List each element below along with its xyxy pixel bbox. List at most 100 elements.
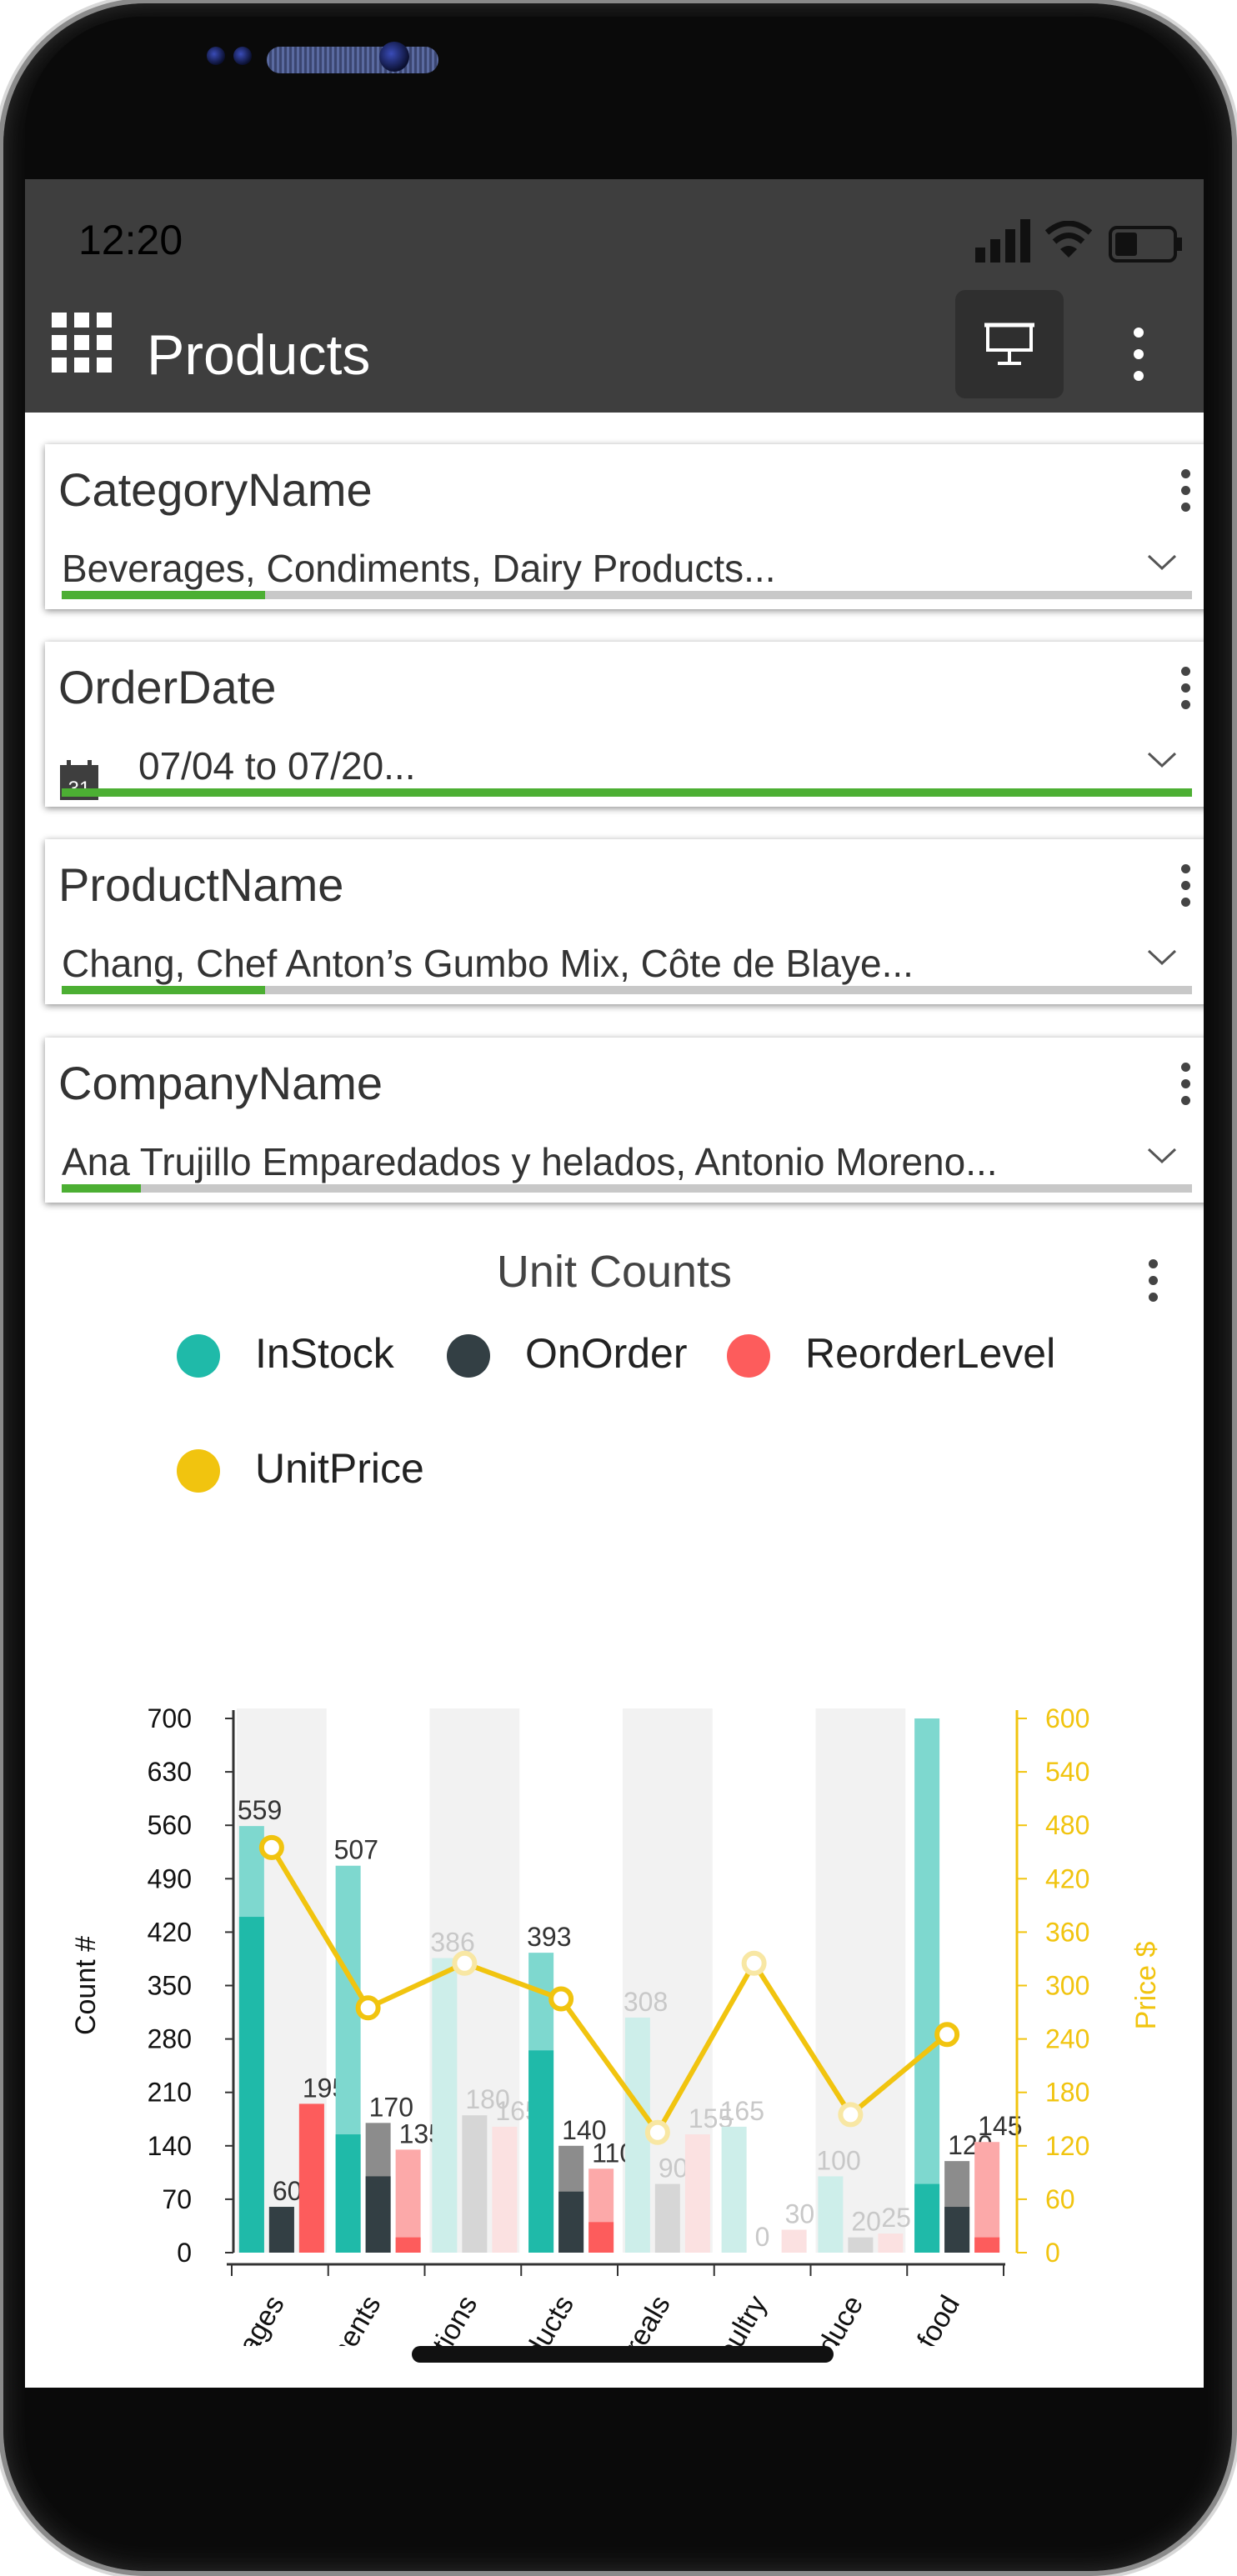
filter-value: Chang, Chef Anton’s Gumbo Mix, Côte de B… <box>62 942 914 985</box>
filter-menu-icon[interactable] <box>1181 469 1190 519</box>
category-band <box>815 1708 906 2253</box>
x-tick-label: Confections <box>382 2290 484 2346</box>
page-title: Products <box>147 323 371 387</box>
legend-label: InStock <box>255 1330 394 1377</box>
filter-value: Beverages, Condiments, Dairy Products... <box>62 547 776 590</box>
more-options-icon[interactable] <box>1134 328 1144 393</box>
x-tick-label: Produce <box>789 2290 869 2346</box>
filter-menu-icon[interactable] <box>1181 667 1190 717</box>
unitprice-point <box>355 1995 381 2021</box>
app-launcher-grid-icon[interactable] <box>52 313 112 373</box>
filter-selection-fill <box>62 788 1192 797</box>
bar-selected <box>395 2237 421 2253</box>
bar-selected <box>974 2237 1000 2253</box>
bar-selected <box>365 2176 391 2253</box>
chevron-down-icon[interactable] <box>1147 1148 1177 1164</box>
legend-swatch <box>727 1334 770 1378</box>
bar-unselected <box>818 2176 844 2253</box>
legend-label: UnitPrice <box>255 1445 424 1492</box>
x-tick-label: Beverages <box>196 2290 291 2346</box>
data-label: 90 <box>659 2153 689 2183</box>
y-tick-label: 700 <box>148 1703 192 1733</box>
unitprice-point <box>452 1950 478 1976</box>
data-label: 20 <box>851 2207 881 2237</box>
front-camera <box>379 42 409 72</box>
y2-tick-label: 540 <box>1045 1757 1089 1787</box>
filter-selection-bar <box>62 1184 1192 1193</box>
data-label: 25 <box>881 2203 911 2233</box>
y-tick-label: 140 <box>148 2131 192 2161</box>
filter-menu-icon[interactable] <box>1181 864 1190 914</box>
y-tick-label: 210 <box>148 2078 192 2108</box>
data-label: 180 <box>465 2084 509 2114</box>
unit-counts-chart[interactable]: 5596019550717013538618016539314011030890… <box>25 1513 1204 2346</box>
unitprice-line <box>269 1846 949 2135</box>
filter-value: Ana Trujillo Emparedados y helados, Anto… <box>62 1140 998 1183</box>
home-indicator[interactable] <box>412 2346 834 2363</box>
legend-swatch <box>177 1334 220 1378</box>
bar-selected <box>528 2050 554 2253</box>
data-label: 170 <box>369 2092 413 2122</box>
y-tick-label: 70 <box>162 2184 192 2214</box>
bar-total <box>914 1718 940 2253</box>
wifi-icon <box>1045 221 1092 258</box>
filter-card-orderdate[interactable]: OrderDate 31 07/04 to 07/20... <box>45 642 1204 807</box>
bar-unselected <box>492 2126 518 2253</box>
bar-unselected <box>721 2126 747 2253</box>
chevron-down-icon[interactable] <box>1147 752 1177 768</box>
app-screen: 12:20 Products <box>25 179 1204 2388</box>
sensor-dot <box>207 47 225 65</box>
chevron-down-icon[interactable] <box>1147 554 1177 571</box>
y-tick-label: 630 <box>148 1757 192 1787</box>
bar-selected <box>944 2207 970 2253</box>
filter-card-product[interactable]: ProductName Chang, Chef Anton’s Gumbo Mi… <box>45 839 1204 1004</box>
y2-axis-title: Price $ <box>1130 1942 1162 2030</box>
bar-selected <box>268 2207 294 2253</box>
filter-selection-bar <box>62 591 1192 599</box>
bar-total <box>395 2149 421 2253</box>
filter-selection-bar <box>62 986 1192 994</box>
status-bar: 12:20 <box>25 179 1204 271</box>
chart-menu-icon[interactable] <box>1149 1259 1158 1309</box>
filter-card-category[interactable]: CategoryName Beverages, Condiments, Dair… <box>45 444 1204 609</box>
data-label: 393 <box>527 1922 571 1952</box>
y2-tick-label: 360 <box>1045 1917 1089 1947</box>
data-label: 30 <box>785 2199 815 2229</box>
y-tick-label: 280 <box>148 2024 192 2054</box>
earpiece-speaker <box>267 47 438 73</box>
legend-label: OnOrder <box>525 1330 688 1377</box>
phone-bottom-bezel <box>25 2388 1204 2546</box>
unitprice-point <box>644 2119 670 2145</box>
bar-selected <box>558 2191 584 2253</box>
x-tick-label: Condiments <box>284 2290 388 2346</box>
y2-tick-label: 0 <box>1045 2238 1060 2268</box>
status-time: 12:20 <box>78 217 183 263</box>
chevron-down-icon[interactable] <box>1147 949 1177 966</box>
presentation-mode-button[interactable] <box>955 290 1064 398</box>
y-tick-label: 560 <box>148 1810 192 1840</box>
unitprice-point <box>548 1986 574 2012</box>
bar-unselected <box>462 2115 488 2253</box>
unitprice-point <box>838 2102 864 2128</box>
y2-tick-label: 60 <box>1045 2184 1075 2214</box>
filter-selection-fill <box>62 591 266 599</box>
filter-menu-icon[interactable] <box>1181 1063 1190 1113</box>
data-label: 507 <box>334 1835 378 1865</box>
y2-tick-label: 420 <box>1045 1863 1089 1893</box>
filter-card-company[interactable]: CompanyName Ana Trujillo Emparedados y h… <box>45 1038 1204 1203</box>
bar-selected <box>238 1917 264 2253</box>
bar-unselected <box>878 2233 904 2253</box>
phone-top-bezel <box>25 17 1204 179</box>
data-label: 0 <box>755 2222 770 2252</box>
filter-selection-bar <box>62 788 1192 797</box>
y-tick-label: 0 <box>177 2238 192 2268</box>
filter-selection-fill <box>62 986 266 994</box>
data-label: 60 <box>273 2176 303 2206</box>
bar-unselected <box>654 2183 680 2253</box>
sensor-dot <box>233 47 252 65</box>
bar-unselected <box>781 2229 807 2253</box>
data-label: 140 <box>562 2115 606 2145</box>
y2-tick-label: 600 <box>1045 1703 1089 1733</box>
data-label: 559 <box>238 1795 282 1825</box>
